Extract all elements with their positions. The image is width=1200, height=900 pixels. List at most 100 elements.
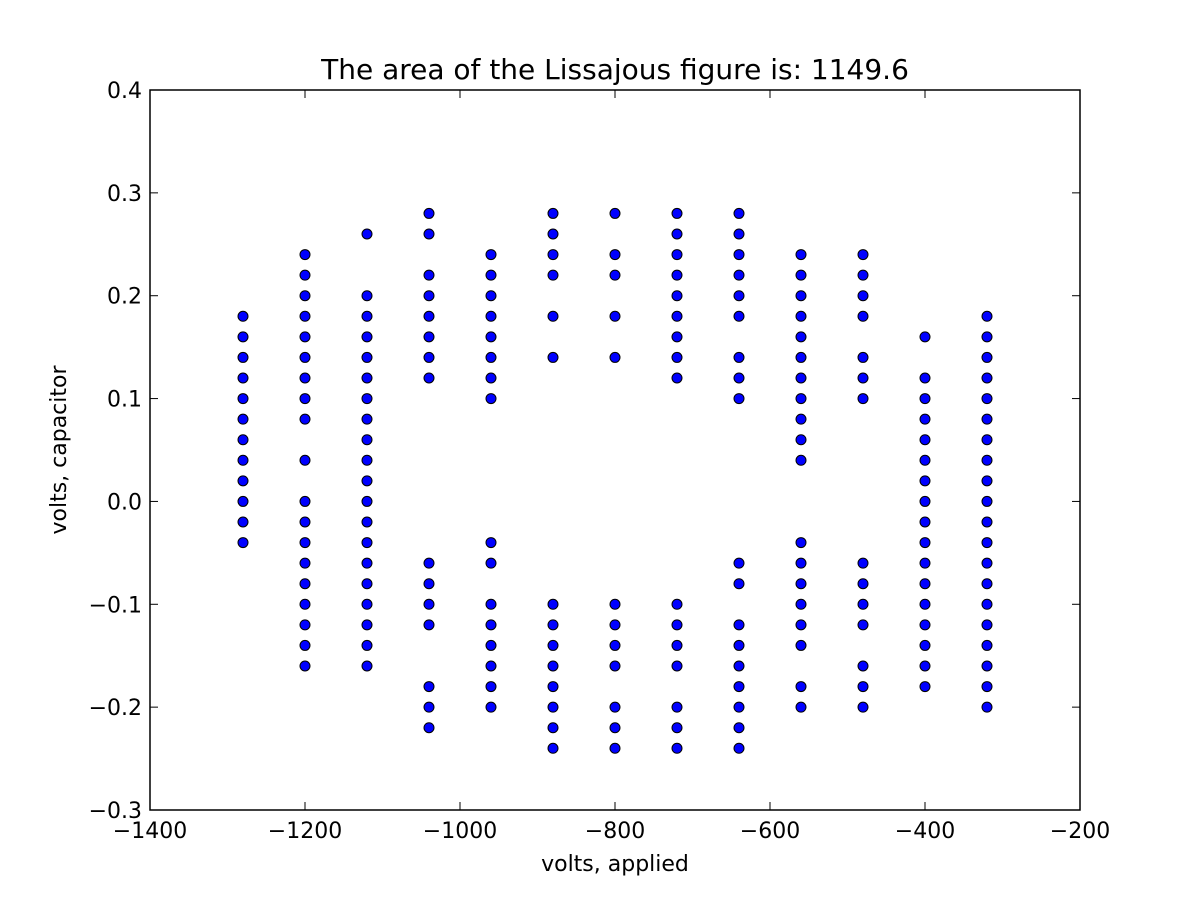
data-point	[361, 434, 373, 446]
data-point	[857, 681, 869, 693]
data-point	[485, 660, 497, 672]
data-point	[237, 351, 249, 363]
data-point	[795, 578, 807, 590]
data-point	[981, 434, 993, 446]
data-point	[361, 598, 373, 610]
data-point	[423, 269, 435, 281]
data-point	[361, 578, 373, 590]
data-point	[981, 619, 993, 631]
data-point	[795, 393, 807, 405]
data-point	[919, 578, 931, 590]
data-point	[361, 619, 373, 631]
y-tick-label: −0.3	[89, 799, 142, 824]
data-point	[733, 372, 745, 384]
data-point	[485, 372, 497, 384]
data-point	[981, 351, 993, 363]
y-tick-label: 0.1	[107, 388, 142, 413]
data-point	[299, 619, 311, 631]
data-point	[857, 578, 869, 590]
data-point	[795, 331, 807, 343]
data-point	[485, 639, 497, 651]
data-point	[671, 331, 683, 343]
data-point	[361, 331, 373, 343]
data-point	[299, 639, 311, 651]
data-point	[919, 413, 931, 425]
data-point	[981, 557, 993, 569]
data-point	[981, 454, 993, 466]
data-point	[733, 660, 745, 672]
y-axis-label: volts, capacitor	[47, 365, 72, 535]
data-point	[981, 372, 993, 384]
data-point	[547, 742, 559, 754]
data-point	[361, 475, 373, 487]
data-point	[857, 290, 869, 302]
data-point	[919, 619, 931, 631]
data-point	[795, 351, 807, 363]
data-point	[299, 454, 311, 466]
data-point	[795, 454, 807, 466]
data-point	[423, 619, 435, 631]
data-point	[733, 207, 745, 219]
data-point	[485, 331, 497, 343]
data-point	[733, 249, 745, 261]
data-point	[795, 310, 807, 322]
data-point	[299, 413, 311, 425]
data-point	[547, 660, 559, 672]
data-point	[671, 351, 683, 363]
data-point	[919, 660, 931, 672]
data-point	[919, 639, 931, 651]
data-point	[733, 578, 745, 590]
data-point	[981, 578, 993, 590]
data-point	[857, 269, 869, 281]
data-point	[609, 310, 621, 322]
data-point	[609, 619, 621, 631]
data-point	[733, 290, 745, 302]
data-point	[671, 207, 683, 219]
data-point	[919, 372, 931, 384]
data-point	[299, 351, 311, 363]
data-point	[361, 228, 373, 240]
data-point	[919, 681, 931, 693]
data-point	[485, 681, 497, 693]
data-point	[423, 290, 435, 302]
data-point	[423, 207, 435, 219]
data-point	[795, 413, 807, 425]
x-tick-label: −1000	[423, 819, 497, 844]
data-point	[795, 290, 807, 302]
data-point	[981, 331, 993, 343]
data-point	[857, 557, 869, 569]
data-point	[671, 598, 683, 610]
data-point	[857, 619, 869, 631]
data-point	[485, 537, 497, 549]
data-point	[361, 537, 373, 549]
data-point	[547, 310, 559, 322]
data-point	[671, 228, 683, 240]
data-point	[237, 454, 249, 466]
data-point	[609, 207, 621, 219]
data-point	[423, 228, 435, 240]
data-point	[423, 310, 435, 322]
data-point	[609, 660, 621, 672]
data-point	[485, 249, 497, 261]
data-point	[671, 310, 683, 322]
data-point	[671, 290, 683, 302]
x-axis-ticks: −1400 −1200 −1000 −800 −600 −400 −200	[113, 90, 1110, 844]
data-point	[857, 598, 869, 610]
data-point	[547, 598, 559, 610]
data-point	[857, 249, 869, 261]
data-point	[733, 639, 745, 651]
data-point	[919, 557, 931, 569]
data-point	[981, 639, 993, 651]
data-point	[733, 619, 745, 631]
data-point	[361, 639, 373, 651]
y-tick-label: 0.0	[107, 490, 142, 515]
y-tick-label: 0.4	[107, 79, 142, 104]
data-point	[423, 372, 435, 384]
data-point	[361, 310, 373, 322]
data-point	[237, 413, 249, 425]
data-point	[733, 351, 745, 363]
data-point	[609, 742, 621, 754]
data-point	[237, 434, 249, 446]
data-point	[485, 557, 497, 569]
